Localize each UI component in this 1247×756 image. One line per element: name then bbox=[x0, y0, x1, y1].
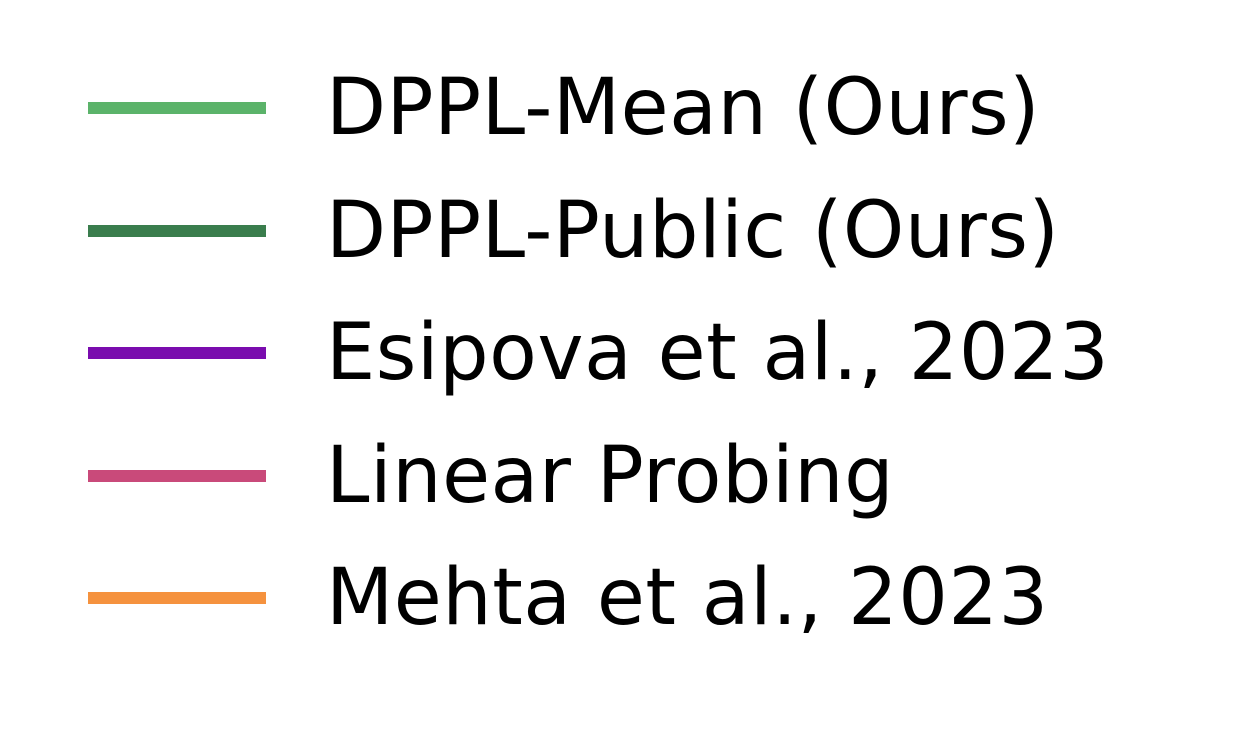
legend-label: Linear Probing bbox=[326, 430, 895, 521]
legend-entry: Mehta et al., 2023 bbox=[0, 558, 1247, 638]
legend-entry: Esipova et al., 2023 bbox=[0, 313, 1247, 393]
legend-label: DPPL-Mean (Ours) bbox=[326, 63, 1041, 153]
legend-line-swatch bbox=[88, 102, 266, 114]
legend-label: Mehta et al., 2023 bbox=[326, 553, 1049, 643]
legend-entry: Linear Probing bbox=[0, 436, 1247, 516]
legend-line-swatch bbox=[88, 224, 266, 237]
legend-label: DPPL-Public (Ours) bbox=[326, 185, 1060, 276]
legend-line-swatch bbox=[88, 469, 266, 482]
legend-entry: DPPL-Mean (Ours) bbox=[0, 68, 1247, 148]
legend-entry: DPPL-Public (Ours) bbox=[0, 191, 1247, 271]
legend-line-swatch bbox=[88, 592, 266, 604]
legend-label: Esipova et al., 2023 bbox=[326, 308, 1110, 398]
legend-line-swatch bbox=[88, 347, 266, 359]
